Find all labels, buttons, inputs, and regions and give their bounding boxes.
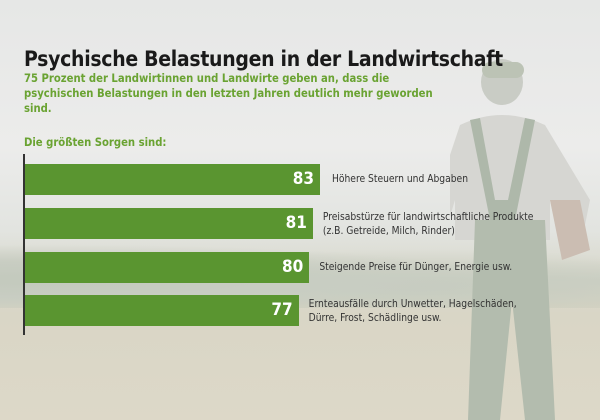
farmer-silhouette — [450, 59, 590, 420]
bar: 83 — [25, 164, 320, 195]
bar-value-label: 77 — [271, 300, 293, 320]
bar-value-label: 80 — [282, 257, 304, 277]
subtitle: 75 Prozent der Landwirtinnen und Landwir… — [24, 72, 433, 115]
category-label: Steigende Preise für Dünger, Energie usw… — [319, 262, 513, 273]
category-label: Ernteausfälle durch Unwetter, Hagelschäd… — [308, 299, 517, 324]
category-label: Preisabstürze für landwirtschaftliche Pr… — [322, 212, 534, 237]
bar-value-label: 83 — [292, 169, 314, 189]
y-axis-line — [23, 154, 25, 335]
chart-lead-text: Die größten Sorgen sind: — [24, 136, 167, 149]
bar: 77 — [25, 295, 299, 326]
bar: 81 — [25, 208, 313, 239]
category-label: Höhere Steuern und Abgaben — [332, 174, 468, 185]
bar: 80 — [25, 252, 310, 283]
bar-value-label: 81 — [285, 213, 307, 233]
page-title: Psychische Belastungen in der Landwirtsc… — [24, 47, 503, 71]
